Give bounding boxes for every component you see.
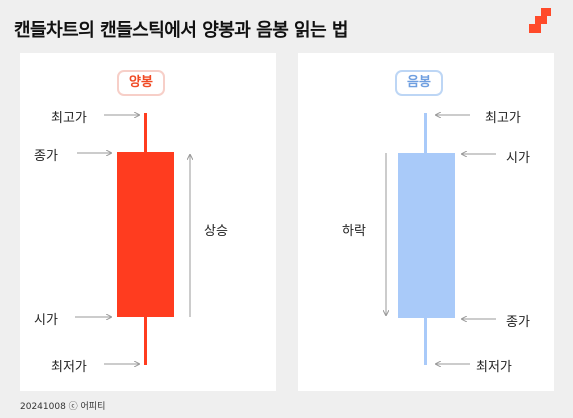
bullish-badge: 양봉	[117, 70, 165, 96]
bearish-low-label: 최저가	[476, 360, 512, 375]
bearish-candle-diagram	[298, 53, 496, 391]
bearish-body	[398, 153, 455, 318]
bearish-high-label: 최고가	[485, 111, 521, 126]
bearish-direction-label: 하락	[342, 224, 366, 239]
bullish-low-label: 최저가	[51, 360, 87, 375]
bullish-high-label: 최고가	[51, 111, 87, 126]
bearish-badge: 음봉	[395, 70, 443, 96]
bullish-candle-panel: 양봉 최고가 종가 시가 최저가 상승	[20, 53, 276, 391]
page-title: 캔들차트의 캔들스틱에서 양봉과 음봉 읽는 법	[14, 20, 348, 41]
bullish-candle-diagram	[75, 53, 276, 391]
footer-credit: 20241008 ⓒ 어피티	[20, 402, 106, 412]
bearish-close-label: 종가	[506, 315, 530, 330]
bearish-candle-panel: 음봉 최고가 시가 종가 최저가 하락	[298, 53, 554, 391]
bearish-open-label: 시가	[506, 151, 530, 166]
bullish-body	[117, 152, 174, 317]
bullish-direction-label: 상승	[204, 224, 228, 239]
brand-logo-icon	[529, 8, 551, 33]
bullish-open-label: 시가	[34, 313, 58, 328]
bullish-close-label: 종가	[34, 149, 58, 164]
